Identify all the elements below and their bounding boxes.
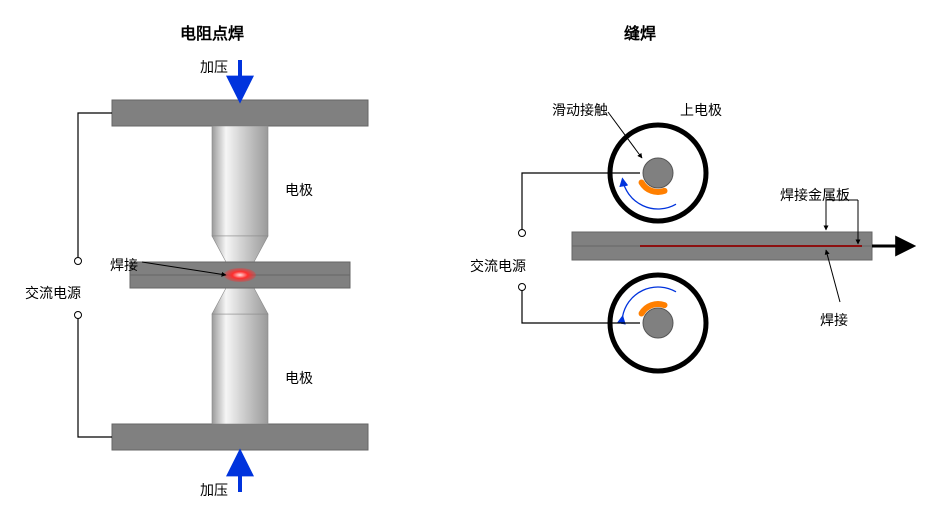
weld-left-label: 焊接 [110,255,138,275]
pressure-bot-label: 加压 [200,480,228,500]
weld-plate-label: 焊接金属板 [780,185,850,205]
ac-right-label: 交流电源 [470,256,526,276]
sliding-contact-label: 滑动接触 [552,100,608,120]
electrode-top-label: 电极 [285,180,313,200]
upper-electrode-label: 上电极 [680,100,722,120]
weld-right-label: 焊接 [820,310,848,330]
right-title: 缝焊 [624,20,656,44]
left-title: 电阻点焊 [180,20,244,44]
ac-left-label: 交流电源 [25,283,81,303]
electrode-bot-label: 电极 [285,368,313,388]
pressure-top-label: 加压 [200,57,228,77]
